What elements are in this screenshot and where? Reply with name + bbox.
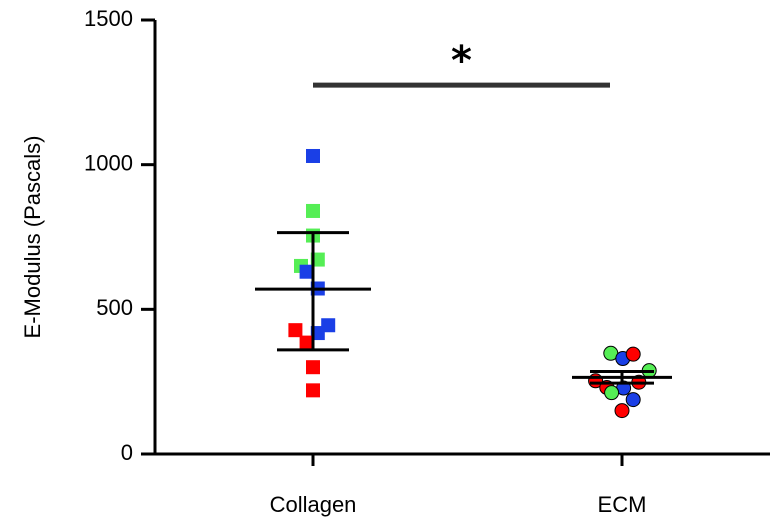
- y-tick-label: 1000: [84, 150, 133, 175]
- y-axis-title: E-Modulus (Pascals): [20, 136, 45, 339]
- data-groups: [255, 148, 672, 419]
- data-point: [625, 392, 641, 408]
- y-tick-label: 0: [121, 440, 133, 465]
- x-ticks: Collagen ECM: [270, 454, 647, 517]
- data-point: [288, 323, 303, 338]
- y-tick-label: 1500: [84, 6, 133, 31]
- data-point: [625, 346, 641, 362]
- group-ecm: [572, 345, 672, 419]
- data-point: [306, 148, 320, 163]
- data-point: [604, 385, 620, 401]
- data-point: [299, 264, 314, 279]
- y-ticks: 0 500 1000 1500: [84, 6, 155, 465]
- data-point: [306, 383, 320, 398]
- significance-star: *: [451, 38, 472, 84]
- y-axis: 0 500 1000 1500: [84, 6, 157, 465]
- x-tick-label: Collagen: [270, 492, 357, 517]
- data-point: [306, 360, 320, 375]
- data-point: [306, 203, 320, 218]
- x-tick-label: ECM: [598, 492, 647, 517]
- x-axis: Collagen ECM: [155, 452, 770, 517]
- group-collagen: [255, 148, 371, 398]
- y-tick-label: 500: [96, 295, 133, 320]
- data-point: [299, 335, 314, 350]
- significance-annotation: *: [313, 38, 610, 88]
- data-point: [614, 403, 630, 419]
